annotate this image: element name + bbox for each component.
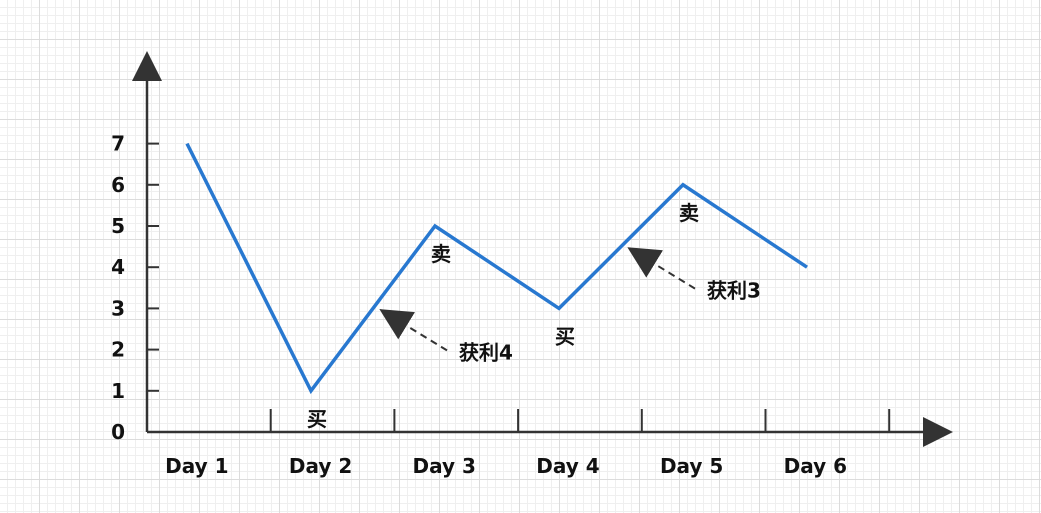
x-tick-label: Day 5 [660,454,723,478]
series-line [185,142,808,395]
y-tick-label: 1 [111,379,125,403]
profit-arrow [379,309,448,352]
series-group [185,142,808,395]
y-tick-label: 4 [111,255,125,279]
x-tick-label: Day 2 [289,454,352,478]
point-label: 买 [555,324,575,348]
point-label: 买 [307,407,327,431]
x-tick-label: Day 6 [784,454,847,478]
x-tick-label: Day 1 [165,454,228,478]
x-tick-group: Day 1 Day 2 Day 3 Day 4 Day 5 Day 6 [165,409,891,478]
profit-arrow [627,247,696,290]
point-label-group: 买 卖买 卖 [307,201,699,431]
y-tick-label: 2 [111,338,125,362]
x-tick-label: Day 3 [413,454,476,478]
point-label: 卖 [679,201,699,225]
y-tick-label: 6 [111,173,125,197]
point-label: 卖 [431,242,451,266]
profit-label: 获利4 [459,340,513,364]
profit-label: 获利3 [707,279,761,303]
y-tick-label: 5 [111,214,125,238]
x-tick-label: Day 4 [536,454,599,478]
y-tick-label: 7 [111,132,125,156]
profit-arrow-group: 获利4 获利3 [379,247,761,364]
y-tick-group: 0 1 2 3 4 5 6 7 [111,132,159,444]
y-tick-label: 0 [111,420,125,444]
y-tick-label: 3 [111,296,125,320]
